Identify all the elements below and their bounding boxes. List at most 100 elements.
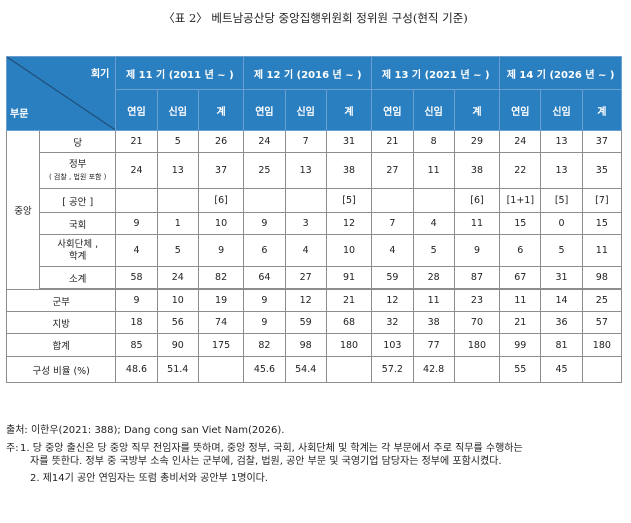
cell: 4: [115, 234, 158, 267]
cell: 13: [156, 152, 199, 189]
cell: 59: [371, 266, 414, 289]
cell: 36: [540, 311, 583, 334]
sub-header-new: 신임: [156, 89, 199, 131]
cell: 45: [540, 356, 583, 383]
sub-header-total: 계: [325, 89, 373, 131]
cell: 26: [197, 130, 245, 153]
cell: 11: [412, 152, 455, 189]
row-label: 소계: [39, 266, 117, 289]
source-note: 출처: 이한우(2021: 388); Dang cong san Viet N…: [6, 425, 285, 436]
cell: 42.8: [412, 356, 455, 383]
cell: 59: [284, 311, 327, 334]
sub-header-reelected: 연임: [371, 89, 414, 131]
cell: 48.6: [115, 356, 158, 383]
note-1-line-b: 자를 뜻한다. 정부 중 국방부 소속 인사는 군부에, 검찰, 법원, 공안 …: [30, 456, 502, 467]
note-1-line-a: 1. 당 중앙 출신은 당 중앙 직무 전임자를 뜻하며, 중앙 정부, 국회,…: [20, 442, 523, 454]
table-row: 소계 58 24 82 64 27 91 59 28 87 67 31 98: [7, 266, 623, 289]
cell: [284, 188, 327, 213]
cell: 58: [115, 266, 158, 289]
cell: 14: [540, 289, 583, 312]
cell: 1: [156, 212, 199, 235]
cell: 9: [115, 289, 158, 312]
sub-header-new: 신임: [284, 89, 327, 131]
sub-header-total: 계: [453, 89, 501, 131]
cell: 70: [453, 311, 501, 334]
cell: [325, 356, 373, 383]
cell: 35: [581, 152, 623, 189]
cell: 98: [284, 333, 327, 357]
cell: 32: [371, 311, 414, 334]
cell: 24: [156, 266, 199, 289]
row-label: 합계: [5, 333, 117, 357]
cell: 4: [412, 212, 455, 235]
cell: [1+1]: [499, 188, 542, 213]
cell: 103: [371, 333, 414, 357]
cell: [6]: [197, 188, 245, 213]
cell: [412, 188, 455, 213]
cell: 67: [499, 266, 542, 289]
cell: 99: [499, 333, 542, 357]
cell: 6: [499, 234, 542, 267]
cell: 11: [581, 234, 623, 267]
cell: 0: [540, 212, 583, 235]
cell: [6]: [453, 188, 501, 213]
cell: [115, 188, 158, 213]
header-hoegi: 회기: [90, 69, 110, 80]
term-13-header: 제 13 기 (2021 년 ~ ): [371, 56, 501, 90]
cell: 37: [197, 152, 245, 189]
note-1: 주: 1. 당 중앙 출신은 당 중앙 직무 전임자를 뜻하며, 중앙 정부, …: [6, 442, 626, 456]
cell: 24: [243, 130, 286, 153]
cell: 38: [453, 152, 501, 189]
cell: 98: [581, 266, 623, 289]
sub-header-total: 계: [197, 89, 245, 131]
cell: 21: [115, 130, 158, 153]
table-row: 중앙 당 21 5 26 24 7 31 21 8 29 24 13 37: [5, 130, 623, 290]
table-row: 정부 ( 검찰 , 법원 포함 ) 24 13 37 25 13 38 27 1…: [7, 152, 623, 189]
cell: 38: [325, 152, 373, 189]
corner-diagonal: [7, 57, 115, 130]
cell: [197, 356, 245, 383]
note-prefix: 주:: [6, 442, 19, 454]
cell: 10: [197, 212, 245, 235]
cell: 87: [453, 266, 501, 289]
cell: [453, 356, 501, 383]
cell: 74: [197, 311, 245, 334]
cell: 5: [540, 234, 583, 267]
cell: 180: [453, 333, 501, 357]
cell: [7]: [581, 188, 623, 213]
group-central-label: 중앙: [5, 130, 41, 290]
cell: [5]: [540, 188, 583, 213]
cell: 15: [499, 212, 542, 235]
cell: 27: [284, 266, 327, 289]
sub-header-reelected: 연임: [499, 89, 542, 131]
cell: 4: [371, 234, 414, 267]
cell: [5]: [325, 188, 373, 213]
cell: 5: [156, 130, 199, 153]
cell: 57.2: [371, 356, 414, 383]
cell: [243, 188, 286, 213]
header-bumun: 부문: [10, 109, 29, 120]
cell: 6: [243, 234, 286, 267]
cell: 37: [581, 130, 623, 153]
cell: [581, 356, 623, 383]
cell: 8: [412, 130, 455, 153]
row-label: 정부 ( 검찰 , 법원 포함 ): [39, 152, 117, 189]
cell: 29: [453, 130, 501, 153]
cell: 57: [581, 311, 623, 334]
row-label: [ 공안 ]: [39, 188, 117, 213]
cell: 5: [412, 234, 455, 267]
cell: [371, 188, 414, 213]
cell: 3: [284, 212, 327, 235]
cell: 82: [243, 333, 286, 357]
cell: 9: [197, 234, 245, 267]
cell: 180: [581, 333, 623, 357]
cell: 64: [243, 266, 286, 289]
cell: 5: [156, 234, 199, 267]
composition-table: 회기 부문 제 11 기 (2011 년 ~ ) 제 12 기 (2016 년 …: [5, 56, 623, 383]
sub-header-new: 신임: [412, 89, 455, 131]
cell: 175: [197, 333, 245, 357]
cell: 10: [325, 234, 373, 267]
composition-table-wrapper: 회기 부문 제 11 기 (2011 년 ~ ) 제 12 기 (2016 년 …: [5, 56, 623, 383]
cell: 7: [371, 212, 414, 235]
cell: 24: [115, 152, 158, 189]
